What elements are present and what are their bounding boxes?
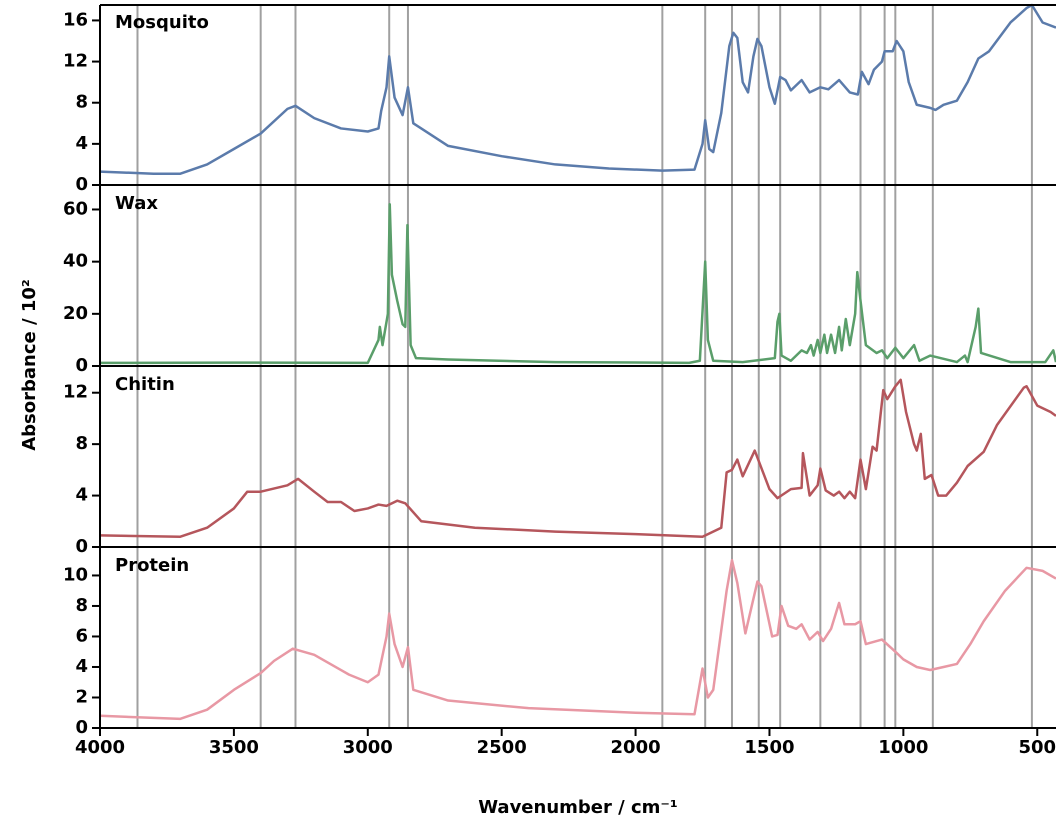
y-tick-label: 8 [75,595,88,616]
y-tick-label: 4 [75,133,88,154]
y-tick-label: 12 [63,51,88,72]
x-tick-label: 1500 [744,737,794,758]
y-tick-label: 0 [75,174,88,195]
y-tick-label: 16 [63,9,88,30]
x-tick-label: 1000 [878,737,928,758]
x-axis-label: Wavenumber / cm⁻¹ [478,797,678,818]
y-tick-label: 60 [63,198,88,219]
x-tick-label: 500 [1018,737,1056,758]
panel-title: Protein [115,555,189,576]
spectrum-line [99,558,1056,721]
spectrum-line [99,203,1056,365]
x-tick-label: 4000 [75,737,125,758]
y-tick-label: 4 [75,656,88,677]
y-tick-label: 4 [75,485,88,506]
y-tick-label: 10 [63,564,88,585]
spectrum-line [99,378,1056,538]
x-tick-label: 3000 [343,737,393,758]
panel-title: Wax [115,193,158,214]
y-tick-label: 20 [63,303,88,324]
y-tick-label: 0 [75,717,88,738]
spectrum-line [99,3,1056,175]
y-tick-label: 12 [63,382,88,403]
y-tick-label: 8 [75,433,88,454]
x-tick-label: 2000 [611,737,661,758]
y-tick-label: 2 [75,686,88,707]
panel-title: Mosquito [115,12,209,33]
panel-title: Chitin [115,374,175,395]
y-tick-label: 0 [75,355,88,376]
y-tick-label: 0 [75,536,88,557]
y-tick-label: 40 [63,251,88,272]
y-tick-label: 6 [75,625,88,646]
x-tick-label: 3500 [209,737,259,758]
y-axis-label: Absorbance / 10² [19,279,40,451]
y-tick-label: 8 [75,92,88,113]
x-tick-label: 2500 [477,737,527,758]
